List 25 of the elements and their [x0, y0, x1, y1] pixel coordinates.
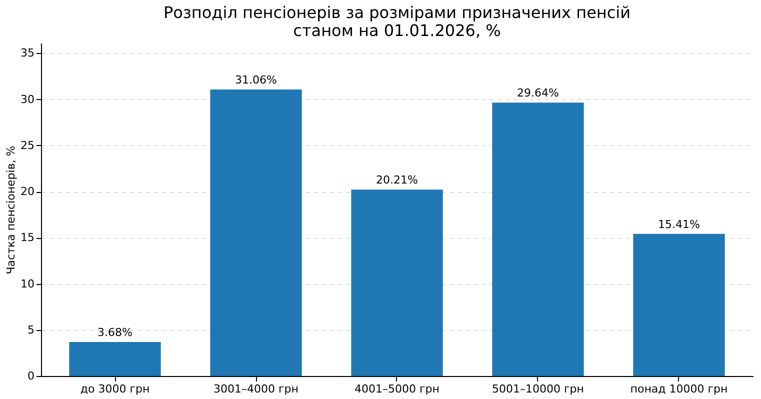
y-tick-label: 30	[20, 92, 34, 106]
y-tick-label: 0	[28, 370, 34, 382]
bar	[633, 234, 725, 376]
bar	[351, 190, 443, 376]
data-label: 29.64%	[517, 86, 559, 100]
bar	[210, 89, 302, 376]
bar	[492, 102, 584, 376]
data-label: 3.68%	[98, 326, 132, 340]
y-tick-label: 5	[28, 323, 34, 336]
data-label: 20.21%	[376, 174, 418, 187]
y-tick-label: 35	[20, 46, 34, 60]
x-tick-label: 4001–5000 грн	[354, 382, 440, 396]
y-tick-label: 10	[20, 277, 34, 290]
bar	[69, 342, 161, 376]
data-label: 15.41%	[658, 218, 700, 231]
data-label: 31.06%	[235, 73, 277, 86]
x-tick-label: 3001–4000 грн	[214, 382, 298, 396]
x-tick-label: до 3000 грн	[80, 382, 150, 396]
chart-title: Розподіл пенсіонерів за розмірами призначених пенсій станом на 01.01.2026, %	[163, 3, 631, 40]
y-tick-label: 15	[20, 231, 34, 244]
x-tick-label: понад 10000 грн	[630, 382, 728, 396]
y-axis-title: Частка пенсіонерів, %	[4, 146, 18, 274]
y-tick-label: 25	[20, 138, 34, 152]
x-tick-label: 5001–10000 грн	[492, 382, 584, 396]
y-tick-label: 20	[20, 185, 34, 198]
